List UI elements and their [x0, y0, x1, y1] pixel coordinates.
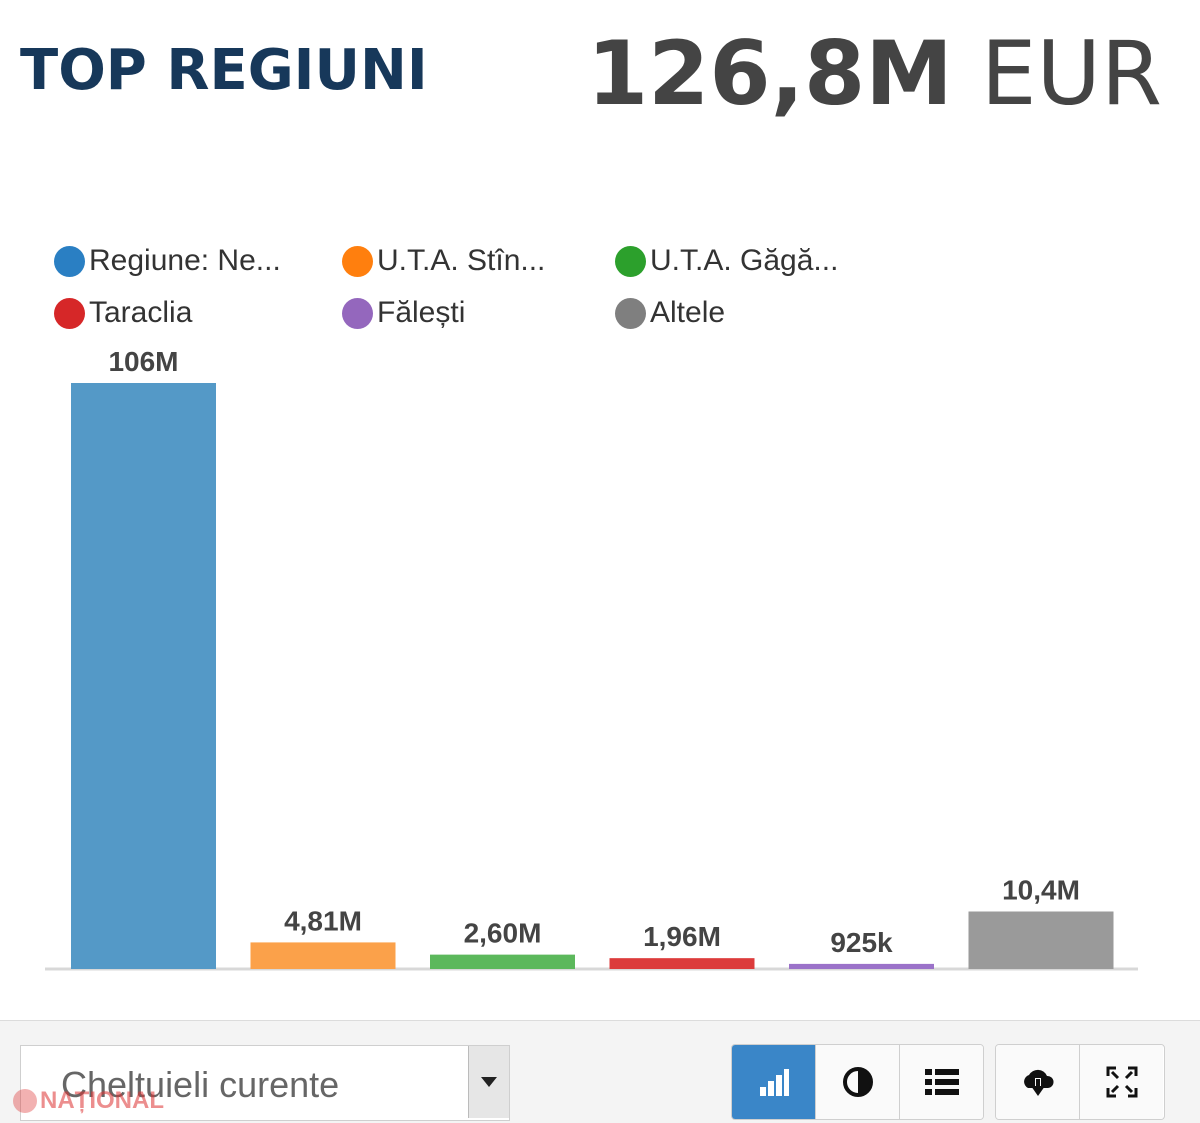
bar-3[interactable] [430, 954, 575, 969]
bar-value-label-1: 106M [108, 346, 178, 377]
legend-label: U.T.A. Stîn... [377, 244, 546, 277]
legend-label: Fălești [377, 296, 466, 329]
watermark-text: NAȚIONAL [40, 1087, 164, 1114]
total-value: 126,8M [586, 22, 953, 125]
bars-group: 106M 4,81M 2,60M 1,96M 925k 10,4M [71, 346, 1114, 969]
bar-value-label-5: 925k [830, 927, 893, 958]
bar-chart-icon [759, 1069, 789, 1096]
legend-dot [615, 245, 646, 277]
bar-2[interactable] [250, 942, 396, 969]
legend-dot [615, 297, 646, 329]
view-toggle-group [731, 1044, 984, 1120]
watermark: NAȚIONAL [10, 1086, 164, 1116]
legend-label: Regiune: Ne... [89, 244, 281, 277]
bar-5[interactable] [789, 963, 934, 969]
fullscreen-icon [1106, 1066, 1137, 1098]
legend-item-2[interactable]: U.T.A. Stîn... [342, 244, 545, 278]
legend-item-6[interactable]: Altele [615, 296, 725, 330]
total-amount: 126,8M EUR [587, 22, 1162, 125]
chevron-down-icon[interactable] [468, 1046, 509, 1118]
legend-label: U.T.A. Găgă... [650, 244, 839, 277]
legend-item-1[interactable]: Regiune: Ne... [54, 244, 281, 278]
action-button-group [995, 1044, 1165, 1120]
pie-chart-view-button[interactable] [816, 1045, 900, 1119]
bar-chart: 106M 4,81M 2,60M 1,96M 925k 10,4M [45, 346, 1138, 971]
list-icon [924, 1069, 959, 1095]
legend-dot [54, 245, 85, 277]
bar-4[interactable] [609, 958, 755, 969]
legend-dot [54, 297, 85, 329]
bar-chart-view-button[interactable] [732, 1045, 816, 1119]
legend-label: Altele [650, 296, 726, 329]
contrast-icon [842, 1067, 873, 1097]
bar-value-label-2: 4,81M [284, 905, 362, 936]
watermark-logo-icon [13, 1089, 37, 1113]
chart-title: TOP REGIUNI [20, 38, 428, 103]
bar-value-label-3: 2,60M [464, 918, 542, 949]
total-unit: EUR [980, 22, 1162, 125]
metric-select-value: Cheltuieli curente [61, 1064, 340, 1105]
table-view-button[interactable] [900, 1045, 983, 1119]
legend-dot [342, 297, 373, 329]
cloud-download-icon [1023, 1069, 1054, 1096]
metric-select[interactable]: Cheltuieli curente [20, 1045, 510, 1121]
legend-item-4[interactable]: Taraclia [54, 296, 192, 330]
bar-6[interactable] [968, 911, 1114, 969]
legend-label: Taraclia [89, 296, 193, 329]
bar-value-label-6: 10,4M [1002, 875, 1080, 906]
download-button[interactable] [996, 1045, 1080, 1119]
legend-item-5[interactable]: Fălești [342, 296, 465, 330]
bar-1[interactable] [71, 383, 216, 969]
legend-dot [342, 245, 373, 277]
bar-value-label-4: 1,96M [643, 921, 721, 952]
fullscreen-button[interactable] [1080, 1045, 1163, 1119]
legend-item-3[interactable]: U.T.A. Găgă... [615, 244, 838, 278]
